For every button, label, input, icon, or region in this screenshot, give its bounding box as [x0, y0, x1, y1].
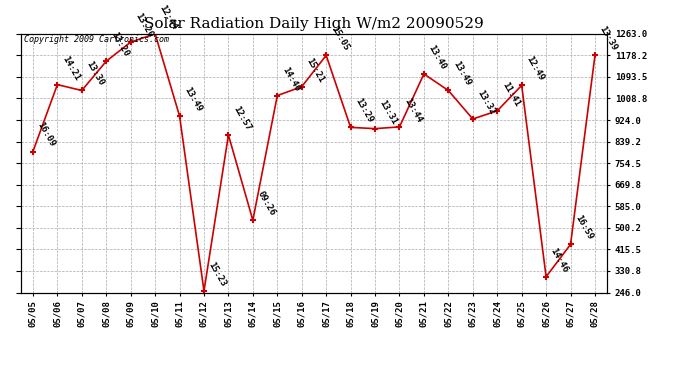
Text: 12:44: 12:44	[158, 3, 179, 31]
Text: 13:30: 13:30	[85, 60, 106, 88]
Text: 13:29: 13:29	[353, 97, 375, 124]
Text: 13:39: 13:39	[598, 25, 619, 52]
Text: 15:23: 15:23	[207, 260, 228, 288]
Text: 13:49: 13:49	[182, 86, 204, 113]
Text: 14:40: 14:40	[280, 65, 302, 93]
Text: 13:49: 13:49	[451, 60, 473, 88]
Text: 16:09: 16:09	[36, 121, 57, 149]
Text: 13:31: 13:31	[378, 98, 399, 126]
Text: 13:20: 13:20	[133, 12, 155, 39]
Text: 13:20: 13:20	[109, 31, 130, 58]
Text: Copyright 2009 Cartronics.com: Copyright 2009 Cartronics.com	[23, 35, 168, 44]
Text: 11:41: 11:41	[500, 80, 521, 108]
Text: 12:57: 12:57	[231, 105, 253, 132]
Title: Solar Radiation Daily High W/m2 20090529: Solar Radiation Daily High W/m2 20090529	[144, 17, 484, 31]
Text: 12:49: 12:49	[524, 55, 546, 82]
Text: 16:59: 16:59	[573, 214, 595, 242]
Text: 13:32: 13:32	[475, 88, 497, 116]
Text: 13:40: 13:40	[426, 44, 448, 71]
Text: 14:21: 14:21	[60, 54, 81, 82]
Text: 15:21: 15:21	[304, 56, 326, 84]
Text: 09:26: 09:26	[255, 190, 277, 217]
Text: 15:05: 15:05	[329, 25, 351, 52]
Text: 13:44: 13:44	[402, 96, 424, 124]
Text: 14:46: 14:46	[549, 246, 570, 274]
